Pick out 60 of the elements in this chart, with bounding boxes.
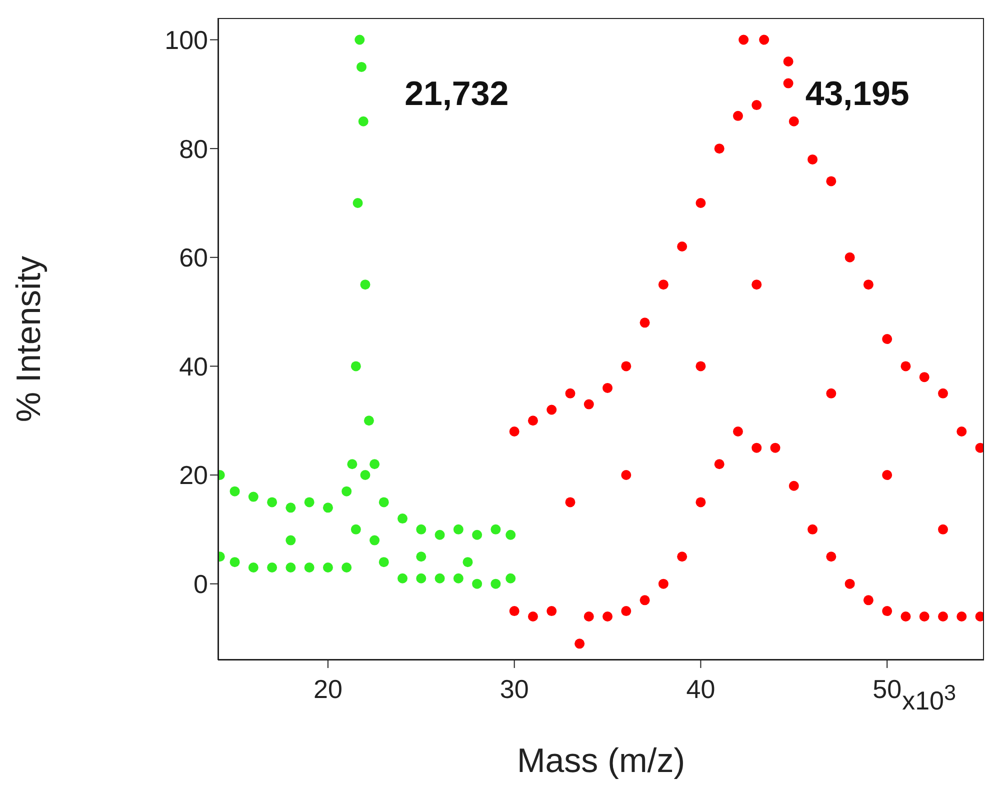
point <box>378 557 389 568</box>
point <box>506 573 516 584</box>
point <box>304 497 314 508</box>
point <box>506 530 516 540</box>
point <box>248 492 258 502</box>
point <box>472 578 482 589</box>
point <box>398 573 408 584</box>
point <box>490 524 501 534</box>
point <box>364 416 374 426</box>
annotation: 21,732 <box>404 74 509 114</box>
point <box>267 497 278 508</box>
y-tick-label: 0 <box>194 569 208 600</box>
x-tick-label: 20 <box>314 674 342 704</box>
point <box>472 530 482 540</box>
y-axis-title: % Intensity <box>10 256 48 422</box>
point <box>322 502 333 513</box>
point <box>352 198 363 208</box>
point <box>286 502 296 513</box>
point <box>342 486 352 496</box>
point <box>398 514 408 524</box>
y-tick-label: 80 <box>179 134 208 164</box>
y-tick-label: 40 <box>179 351 208 382</box>
point <box>354 34 365 45</box>
point <box>490 578 501 589</box>
y-tick-label: 60 <box>179 242 208 273</box>
x-tick-label: 30 <box>500 674 529 704</box>
point <box>416 573 426 584</box>
point <box>248 562 258 573</box>
point <box>350 524 361 534</box>
point <box>230 486 240 496</box>
point <box>360 470 370 480</box>
x-axis-title: Mass (m/z) <box>516 742 686 780</box>
point <box>416 552 426 562</box>
point <box>286 535 296 546</box>
point <box>286 562 296 573</box>
text: x10$^{3}$ <box>902 680 956 717</box>
point <box>370 459 380 470</box>
point <box>304 562 314 573</box>
point <box>267 562 278 573</box>
point <box>322 562 333 573</box>
point <box>356 62 367 72</box>
annotation: 43,195 <box>805 74 910 114</box>
point <box>434 530 445 540</box>
point <box>370 535 380 546</box>
y-tick-label: 20 <box>179 460 208 490</box>
x-tick-label: 50 <box>872 674 902 704</box>
point <box>360 280 370 290</box>
point <box>350 361 361 372</box>
point <box>453 524 464 534</box>
point <box>416 524 426 534</box>
point <box>434 573 445 584</box>
point <box>453 573 464 584</box>
point <box>462 557 473 568</box>
point <box>342 562 352 573</box>
y-tick-label: 100 <box>164 24 208 55</box>
x-tick-label: 40 <box>686 674 716 704</box>
point <box>358 116 368 126</box>
point <box>378 497 389 508</box>
point <box>230 557 240 568</box>
point <box>347 459 358 470</box>
